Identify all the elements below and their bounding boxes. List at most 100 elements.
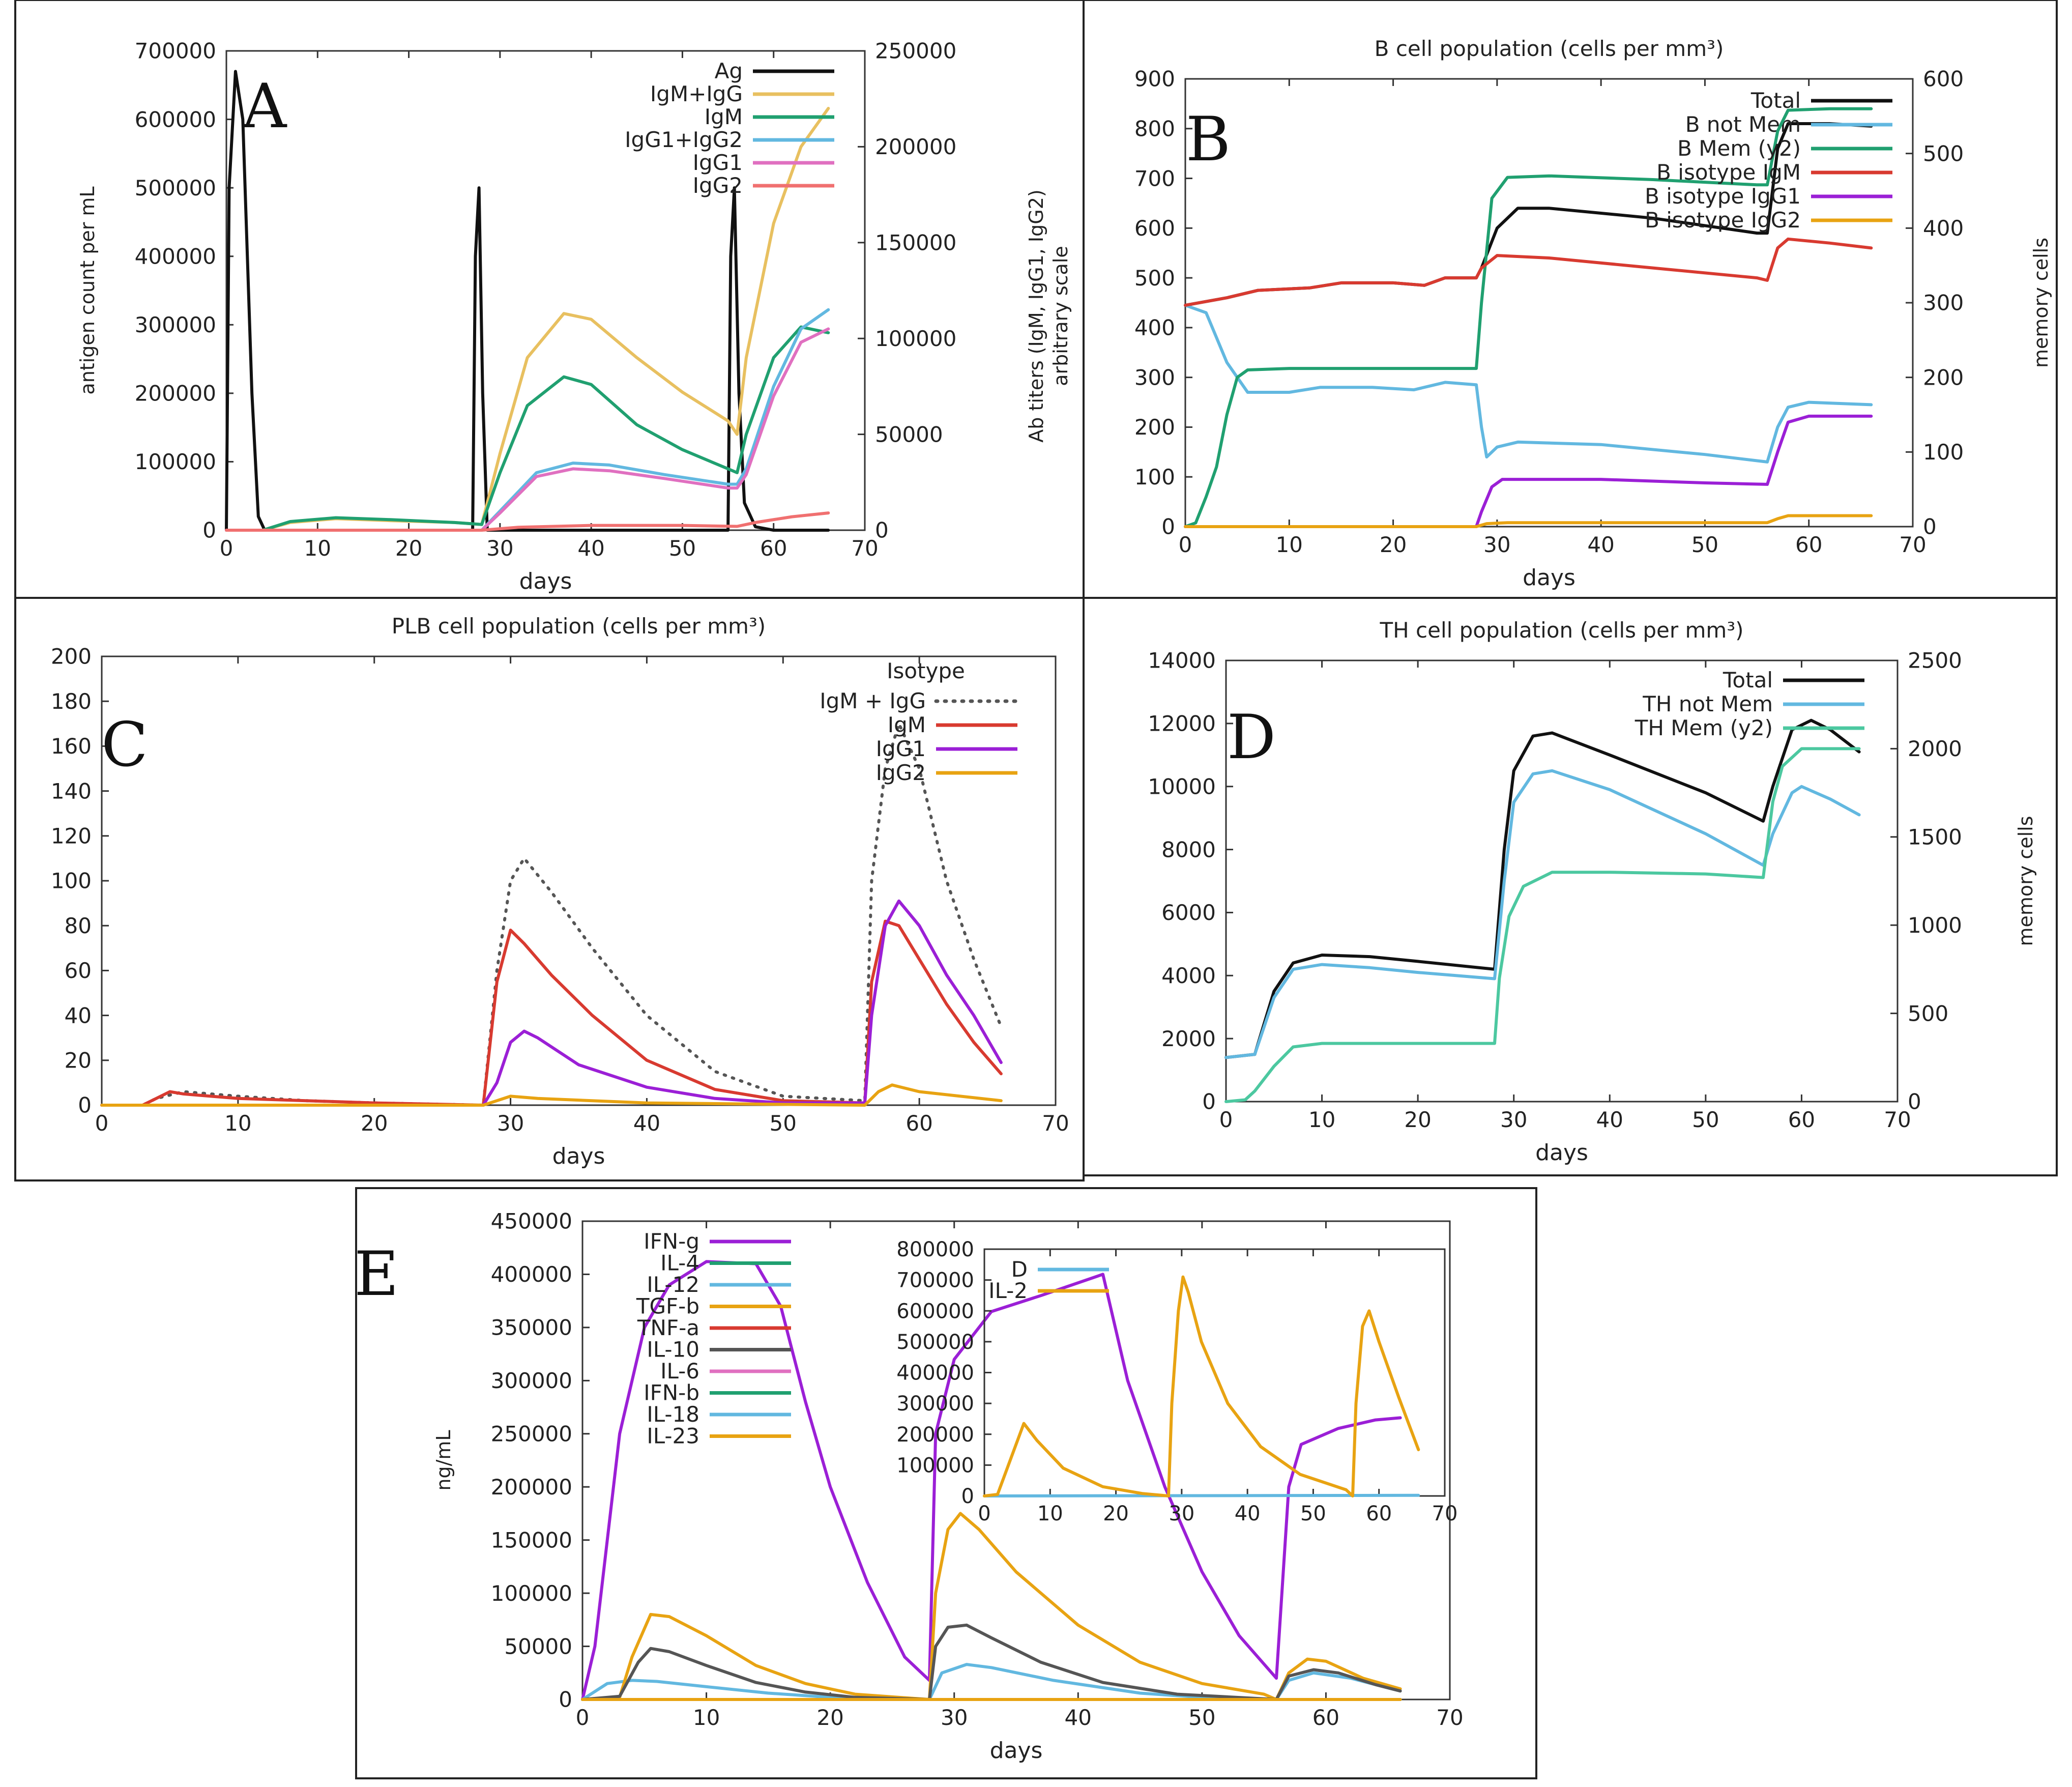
chart-C-y-tick-label: 200 xyxy=(51,644,92,669)
chart-B-y-tick-label: 500 xyxy=(1134,266,1175,291)
chart-B-x-tick-label: 0 xyxy=(1179,532,1192,557)
chart-D-x-tick-label: 10 xyxy=(1308,1107,1335,1132)
chart-D-x-tick-label: 40 xyxy=(1596,1107,1623,1132)
panel-frame-4 xyxy=(355,1187,1537,1779)
chart-D-y-tick-label: 8000 xyxy=(1161,837,1216,862)
chart-B-legend-label: B not Mem xyxy=(1685,112,1801,137)
chart-E-inset-x-tick-label: 20 xyxy=(1103,1502,1129,1525)
panel-frame-0 xyxy=(14,0,1085,599)
chart-E-x-tick-label: 40 xyxy=(1065,1705,1092,1730)
chart-C-y-tick-label: 40 xyxy=(65,1003,92,1028)
chart-E-inset-x-tick-label: 50 xyxy=(1300,1502,1326,1525)
chart-A-series-igm xyxy=(225,325,830,532)
chart-C-y-tick-label: 0 xyxy=(78,1093,92,1118)
chart-D-legend-label: TH not Mem xyxy=(1642,691,1773,716)
chart-A-y-tick-label: 200000 xyxy=(135,381,216,406)
chart-A-legend-label: IgG1 xyxy=(693,150,743,175)
chart-C-series-igm xyxy=(100,919,1003,1107)
chart-B-legend-label: B isotype IgG1 xyxy=(1645,184,1801,209)
chart-C-x-tick-label: 20 xyxy=(361,1111,388,1136)
chart-C-x-tick-label: 40 xyxy=(633,1111,660,1136)
chart-D-series-th-mem-y2- xyxy=(1224,747,1861,1103)
chart-A-legend-label: IgG2 xyxy=(693,173,743,198)
chart-D-y2-tick-label: 2000 xyxy=(1908,736,1962,761)
chart-D-x-tick-label: 30 xyxy=(1500,1107,1527,1132)
chart-A-series-igg1 xyxy=(225,327,830,532)
chart-E-legend-label: IL-4 xyxy=(660,1251,699,1276)
chart-A-y2-tick-label: 150000 xyxy=(875,230,956,255)
chart-D-y2-axis-label: memory cells xyxy=(2015,816,2037,946)
chart-C-x-axis-label: days xyxy=(552,1143,605,1169)
chart-D-title: TH cell population (cells per mm³) xyxy=(1379,618,1743,643)
chart-B-y2-tick-label: 300 xyxy=(1923,291,1964,315)
chart-D-series-th-not-mem xyxy=(1224,769,1861,1059)
chart-A-series-ag xyxy=(225,70,830,532)
chart-E-inset-y-tick-label: 400000 xyxy=(896,1362,974,1385)
chart-C-x-tick-label: 0 xyxy=(95,1111,109,1136)
chart-D-x-tick-label: 60 xyxy=(1788,1107,1815,1132)
chart-B-y-tick-label: 100 xyxy=(1134,465,1175,489)
chart-C-y-tick-label: 180 xyxy=(51,689,92,714)
chart-E-x-tick-label: 20 xyxy=(816,1705,843,1730)
chart-B-y2-tick-label: 600 xyxy=(1923,67,1964,92)
chart-E-x-tick-label: 0 xyxy=(576,1705,590,1730)
chart-E-series-ifn-g xyxy=(581,1260,1402,1701)
chart-E-inset-y-tick-label: 500000 xyxy=(896,1331,974,1354)
chart-C-legend-label: IgG2 xyxy=(876,760,926,785)
chart-B-title: B cell population (cells per mm³) xyxy=(1375,36,1724,61)
chart-E-inset-x-tick-label: 10 xyxy=(1037,1502,1063,1525)
chart-A-y2-tick-label: 250000 xyxy=(875,39,956,64)
chart-B-x-tick-label: 40 xyxy=(1587,532,1614,557)
chart-C-y-tick-label: 80 xyxy=(65,913,92,938)
chart-E-x-tick-label: 10 xyxy=(693,1705,720,1730)
chart-B-y2-axis-label: memory cells xyxy=(2030,238,2052,368)
chart-D-legend-label: TH Mem (y2) xyxy=(1635,715,1773,740)
chart-B-y-tick-label: 400 xyxy=(1134,315,1175,340)
chart-B-legend-label: B isotype IgM xyxy=(1656,160,1801,185)
chart-E-y-tick-label: 200000 xyxy=(491,1475,572,1500)
chart-D-legend-label: Total xyxy=(1723,668,1773,693)
chart-D-y2-tick-label: 500 xyxy=(1908,1001,1948,1026)
chart-E-y-tick-label: 300000 xyxy=(491,1368,572,1393)
chart-E-x-axis-label: days xyxy=(990,1738,1043,1764)
chart-A-y-tick-label: 500000 xyxy=(135,176,216,200)
chart-E-y-axis-label: ng/mL xyxy=(432,1430,455,1490)
chart-E-legend-label: TNF-a xyxy=(637,1315,699,1340)
chart-E-y-tick-label: 350000 xyxy=(491,1315,572,1340)
chart-A-y-tick-label: 400000 xyxy=(135,244,216,269)
chart-E-y-tick-label: 50000 xyxy=(504,1634,572,1659)
chart-C-y-tick-label: 20 xyxy=(65,1048,92,1073)
chart-C-legend-label: IgM + IgG xyxy=(820,688,926,713)
chart-B-x-tick-label: 20 xyxy=(1380,532,1407,557)
chart-D-y-tick-label: 0 xyxy=(1202,1089,1216,1114)
chart-A-x-tick-label: 40 xyxy=(577,536,604,561)
chart-E-inset-y-tick-label: 0 xyxy=(961,1485,974,1508)
chart-B-y-tick-label: 600 xyxy=(1134,216,1175,241)
chart-E-legend-label: IL-12 xyxy=(647,1272,699,1297)
chart-E-y-tick-label: 450000 xyxy=(491,1209,572,1234)
chart-B-x-tick-label: 10 xyxy=(1276,532,1303,557)
chart-C-x-tick-label: 60 xyxy=(906,1111,932,1136)
chart-C-x-tick-label: 50 xyxy=(770,1111,797,1136)
chart-D-series-total xyxy=(1224,718,1861,1059)
chart-A-x-tick-label: 30 xyxy=(486,536,513,561)
chart-B-series-b-isotype-igg1 xyxy=(1184,414,1873,528)
chart-E-legend-label: IFN-b xyxy=(644,1380,699,1405)
chart-B-plot-area xyxy=(1184,78,1914,528)
chart-E-inset-series-il-2 xyxy=(983,1275,1420,1497)
chart-B-x-tick-label: 50 xyxy=(1691,532,1718,557)
chart-B-x-axis-label: days xyxy=(1523,565,1575,591)
chart-D-x-tick-label: 20 xyxy=(1404,1107,1431,1132)
chart-C-legend-label: IgM xyxy=(888,712,926,737)
chart-B-legend-label: B Mem (y2) xyxy=(1677,136,1801,161)
chart-E-legend-label: TGF-b xyxy=(636,1294,699,1319)
chart-A-y-axis-label: antigen count per mL xyxy=(76,186,99,394)
chart-E-x-tick-label: 60 xyxy=(1312,1705,1339,1730)
chart-A-y2-tick-label: 200000 xyxy=(875,134,956,159)
chart-A-plot-area xyxy=(225,50,866,531)
chart-C-series-igg1 xyxy=(100,899,1003,1107)
chart-E-legend-label: IL-6 xyxy=(660,1359,699,1384)
chart-A-series-igg2 xyxy=(225,511,830,532)
chart-B-y-tick-label: 900 xyxy=(1134,67,1175,92)
